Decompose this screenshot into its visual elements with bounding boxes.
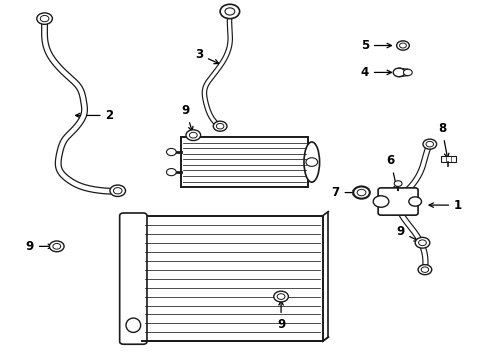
Text: 9: 9: [182, 104, 193, 131]
Circle shape: [396, 41, 408, 50]
FancyBboxPatch shape: [377, 188, 417, 215]
Circle shape: [403, 69, 411, 76]
Ellipse shape: [304, 142, 319, 182]
Circle shape: [110, 185, 125, 197]
Circle shape: [418, 240, 426, 246]
Text: 9: 9: [276, 301, 285, 331]
Circle shape: [356, 189, 365, 196]
Circle shape: [417, 265, 431, 275]
Text: 3: 3: [195, 48, 218, 64]
Text: 2: 2: [76, 109, 113, 122]
Bar: [440, 156, 455, 162]
Circle shape: [420, 267, 428, 273]
Circle shape: [40, 15, 49, 22]
Circle shape: [414, 237, 429, 248]
Circle shape: [425, 141, 433, 147]
Text: 7: 7: [331, 186, 357, 199]
Text: 8: 8: [437, 122, 448, 158]
Circle shape: [37, 13, 52, 24]
Circle shape: [224, 8, 234, 15]
Ellipse shape: [126, 318, 141, 332]
Circle shape: [49, 241, 64, 252]
Circle shape: [393, 181, 401, 186]
Circle shape: [53, 243, 61, 249]
Circle shape: [399, 43, 406, 48]
Circle shape: [189, 132, 197, 138]
Bar: [181, 137, 307, 187]
Text: 9: 9: [395, 225, 418, 241]
Circle shape: [213, 121, 226, 131]
Circle shape: [220, 4, 239, 19]
Circle shape: [113, 188, 122, 194]
Circle shape: [422, 139, 436, 149]
Circle shape: [166, 148, 176, 156]
Circle shape: [305, 158, 317, 166]
Circle shape: [166, 168, 176, 176]
Circle shape: [273, 291, 288, 302]
Text: 4: 4: [360, 66, 391, 79]
Circle shape: [277, 294, 285, 300]
Text: 5: 5: [360, 39, 391, 52]
Text: 1: 1: [428, 199, 461, 212]
FancyBboxPatch shape: [120, 213, 147, 344]
Text: 9: 9: [25, 240, 53, 253]
Circle shape: [392, 68, 404, 77]
Circle shape: [372, 196, 388, 207]
Circle shape: [408, 197, 421, 206]
Bar: [142, 216, 322, 341]
Circle shape: [352, 186, 369, 199]
Circle shape: [185, 130, 200, 140]
Circle shape: [216, 123, 224, 129]
Text: 6: 6: [386, 154, 398, 190]
